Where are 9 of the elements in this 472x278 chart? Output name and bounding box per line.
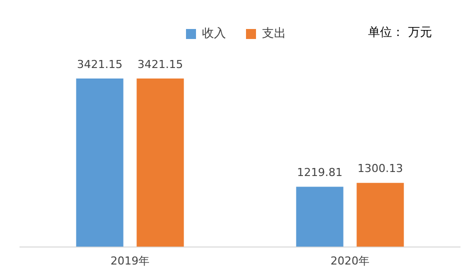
data-label: 3421.15 bbox=[77, 58, 122, 71]
text: 单位： 万元 bbox=[368, 24, 432, 41]
x-tick-label: 2019年 bbox=[110, 254, 150, 268]
x-tick-label: 2020年 bbox=[330, 254, 370, 268]
data-label: 3421.15 bbox=[138, 58, 183, 71]
data-label: 1300.13 bbox=[358, 162, 403, 176]
legend-label: 支出 bbox=[262, 26, 286, 40]
legend-label: 收入 bbox=[202, 26, 226, 40]
data-label: 1219.81 bbox=[297, 166, 342, 180]
